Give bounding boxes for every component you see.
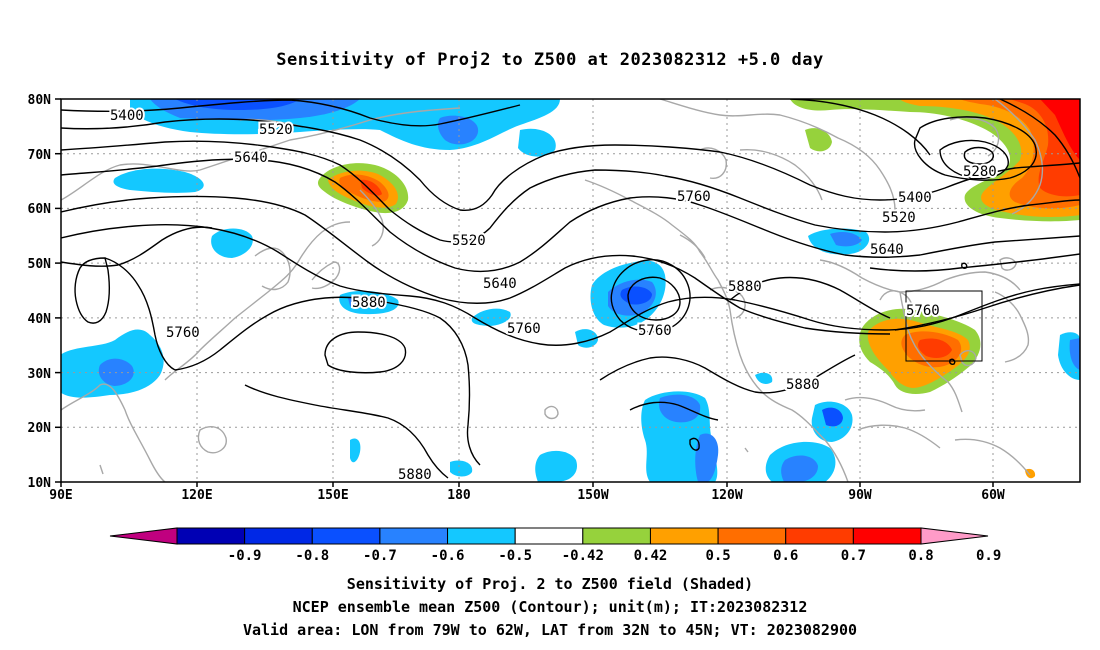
colorbar-label: -0.7: [363, 548, 397, 564]
negative-sensitivity-shading: [61, 99, 1080, 482]
contour-label: 5880: [728, 279, 762, 295]
colorbar-swatch: [852, 527, 922, 545]
contour-label: 5760: [507, 321, 541, 337]
colorbar-label: 0.6: [773, 548, 798, 564]
contour-label: 5880: [352, 295, 386, 311]
colorbar-swatch: [717, 527, 787, 545]
lon-label: 120W: [711, 488, 742, 503]
lat-label: 60N: [28, 202, 52, 217]
contour-label: 5880: [398, 467, 432, 483]
caption-line-3: Valid area: LON from 79W to 62W, LAT fro…: [242, 621, 858, 639]
contour-label: 5400: [898, 190, 932, 206]
lat-label: 50N: [28, 257, 52, 272]
tick-marks: [55, 98, 994, 487]
colorbar-swatch: [176, 527, 246, 545]
colorbar-swatch: [311, 527, 381, 545]
contour-label: 5400: [110, 108, 144, 124]
map-title: Sensitivity of Proj2 to Z500 at 20230823…: [276, 50, 824, 70]
contour-label: 5520: [882, 210, 916, 226]
lon-label: 90W: [848, 488, 872, 503]
caption-block: Sensitivity of Proj. 2 to Z500 field (Sh…: [0, 573, 1100, 642]
colorbar-label: -0.9: [228, 548, 262, 564]
colorbar-label: -0.8: [295, 548, 329, 564]
colorbar-high-arrow: [920, 527, 989, 545]
colorbar-swatch: [379, 527, 449, 545]
colorbar-label: -0.6: [431, 548, 465, 564]
plot-frame: [60, 98, 1081, 483]
colorbar-label: 0.5: [705, 548, 730, 564]
colorbar-swatch: [244, 527, 313, 545]
colorbar-swatch: [785, 527, 854, 545]
colorbar-label: 0.7: [841, 548, 866, 564]
lat-label: 40N: [28, 312, 52, 327]
colorbar-swatch: [649, 527, 719, 545]
colorbar-label: -0.42: [562, 548, 604, 564]
contour-label: 5640: [870, 242, 904, 258]
lat-label: 70N: [28, 148, 52, 163]
longitude-labels: 90E 120E 150E 180 150W 120W 90W 60W: [49, 488, 1005, 503]
lat-label: 80N: [28, 93, 52, 108]
coastlines: [61, 99, 1044, 482]
colorbar-label: 0.42: [634, 548, 668, 564]
valid-area-box: [905, 290, 983, 362]
contour-label: 5760: [638, 323, 672, 339]
lat-label: 30N: [28, 367, 52, 382]
lat-label: 20N: [28, 421, 52, 436]
colorbar-swatch: [447, 527, 516, 545]
lon-label: 150E: [317, 488, 348, 503]
contour-label: 5880: [786, 377, 820, 393]
lon-label: 90E: [49, 488, 72, 503]
lat-label: 10N: [28, 476, 52, 491]
graticule-grid: [61, 99, 1080, 482]
contour-label: 5760: [677, 189, 711, 205]
colorbar-label: 0.8: [908, 548, 933, 564]
colorbar-low-arrow: [109, 527, 178, 545]
latitude-labels: 80N 70N 60N 50N 40N 30N 20N 10N: [28, 93, 52, 491]
contour-label: 5760: [906, 303, 940, 319]
contour-label: 5520: [259, 122, 293, 138]
lon-label: 150W: [577, 488, 608, 503]
contour-labels: 5400 5520 5640 5520 5640 5760 5880 5760 …: [108, 106, 999, 485]
colorbar-swatch: [582, 527, 651, 545]
z500-contours: [61, 99, 1080, 479]
colorbar-label: 0.9: [976, 548, 1001, 564]
contour-label: 5280: [963, 164, 997, 180]
contour-label: 5760: [166, 325, 200, 341]
lon-label: 180: [447, 488, 471, 503]
contour-label: 5520: [452, 233, 486, 249]
lon-label: 60W: [981, 488, 1005, 503]
colorbar-label: -0.5: [498, 548, 532, 564]
contour-label: 5640: [483, 276, 517, 292]
colorbar-swatch: [514, 527, 584, 545]
caption-line-1: Sensitivity of Proj. 2 to Z500 field (Sh…: [346, 575, 754, 593]
caption-line-2: NCEP ensemble mean Z500 (Contour); unit(…: [292, 598, 808, 616]
lon-label: 120E: [181, 488, 212, 503]
contour-label: 5640: [234, 150, 268, 166]
colorbar: -0.9 -0.8 -0.7 -0.6 -0.5 -0.42 0.42 0.5 0.6 0.7 0.…: [109, 527, 1001, 564]
